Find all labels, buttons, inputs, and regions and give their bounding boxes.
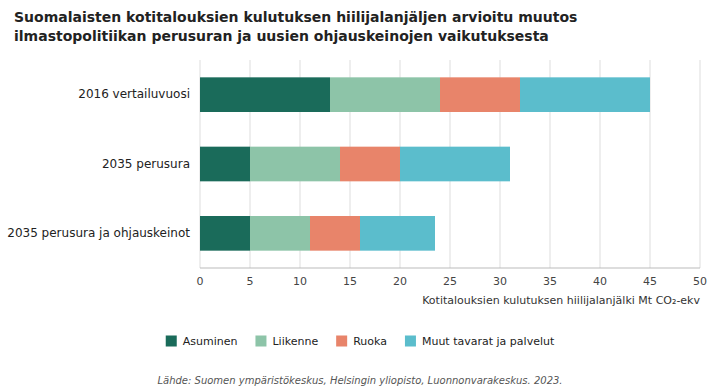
bar bbox=[310, 216, 360, 251]
legend-label: Muut tavarat ja palvelut bbox=[422, 335, 555, 348]
legend-label: Ruoka bbox=[353, 335, 387, 348]
tick-label: 25 bbox=[443, 275, 457, 288]
bar bbox=[440, 77, 520, 112]
bar bbox=[340, 147, 400, 182]
bar bbox=[250, 147, 340, 182]
tick-label: 30 bbox=[493, 275, 507, 288]
tick-label: 50 bbox=[693, 275, 707, 288]
tick-label: 35 bbox=[543, 275, 557, 288]
legend-item: Liikenne bbox=[255, 335, 318, 348]
chart: Suomalaisten kotitalouksien kulutuksen h… bbox=[0, 0, 720, 392]
x-ticks: 0 5 10 15 20 25 30 35 40 45 50 bbox=[197, 275, 708, 288]
tick-label: 20 bbox=[393, 275, 407, 288]
tick-label: 5 bbox=[247, 275, 254, 288]
title: Suomalaisten kotitalouksien kulutuksen h… bbox=[14, 9, 577, 25]
bar bbox=[400, 147, 510, 182]
footnote: Lähde: Suomen ympäristökeskus, Helsingin… bbox=[157, 375, 562, 386]
legend-item: Asuminen bbox=[166, 335, 238, 348]
bar bbox=[200, 147, 250, 182]
legend-swatch bbox=[166, 336, 177, 347]
legend: Asuminen Liikenne Ruoka Muut tavarat ja pal… bbox=[166, 335, 555, 348]
category-label: 2035 perusura bbox=[102, 157, 190, 171]
bar bbox=[330, 77, 440, 112]
x-axis-line bbox=[200, 268, 700, 269]
subtitle: ilmastopolitiikan perusuran ja uusien oh… bbox=[14, 28, 549, 44]
tick-label: 15 bbox=[343, 275, 357, 288]
legend-swatch bbox=[255, 336, 266, 347]
bar bbox=[360, 216, 435, 251]
legend-swatch bbox=[405, 336, 416, 347]
y-labels: 2016 vertailuvuosi 2035 perusura 2035 peru… bbox=[7, 87, 190, 240]
bar bbox=[250, 216, 310, 251]
bars bbox=[200, 77, 650, 250]
legend-label: Liikenne bbox=[272, 335, 318, 348]
bar bbox=[520, 77, 650, 112]
bar bbox=[200, 216, 250, 251]
bar bbox=[200, 77, 330, 112]
legend-swatch bbox=[336, 336, 347, 347]
tick-label: 10 bbox=[293, 275, 307, 288]
legend-label: Asuminen bbox=[183, 335, 238, 348]
tick-label: 0 bbox=[197, 275, 204, 288]
grid-line bbox=[700, 60, 701, 268]
legend-item: Muut tavarat ja palvelut bbox=[405, 335, 555, 348]
grid bbox=[200, 60, 700, 268]
category-label: 2035 perusura ja ohjauskeinot bbox=[7, 226, 190, 240]
legend-item: Ruoka bbox=[336, 335, 387, 348]
tick-label: 45 bbox=[643, 275, 657, 288]
tick-label: 40 bbox=[593, 275, 607, 288]
x-axis-label: Kotitalouksien kulutuksen hiilijalanjälk… bbox=[422, 294, 700, 307]
category-label: 2016 vertailuvuosi bbox=[78, 87, 190, 101]
